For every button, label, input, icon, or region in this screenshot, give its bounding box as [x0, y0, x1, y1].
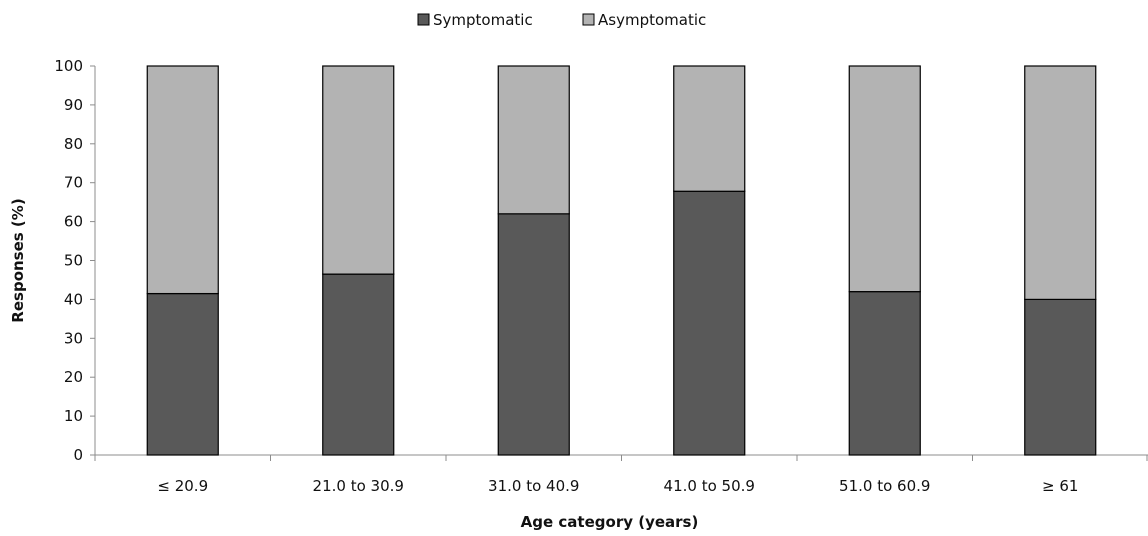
bar-asymptomatic-5 [1024, 65, 1097, 300]
bar-asymptomatic-0 [146, 65, 219, 295]
x-tick-label: 21.0 to 30.9 [313, 477, 404, 495]
y-tick-label: 70 [64, 174, 83, 192]
legend-swatch-symptomatic [417, 13, 430, 26]
legend-label-symptomatic: Symptomatic [433, 11, 533, 29]
bar-symptomatic-2 [497, 213, 570, 456]
y-tick-label: 100 [54, 57, 83, 75]
y-tick-label: 30 [64, 329, 83, 347]
x-tick-label: ≤ 20.9 [157, 477, 208, 495]
y-axis: 0 10 20 30 40 50 60 70 80 90 100 [54, 57, 96, 464]
x-tick-label: 51.0 to 60.9 [839, 477, 930, 495]
y-tick-label: 10 [64, 407, 83, 425]
x-tick-label: 41.0 to 50.9 [664, 477, 755, 495]
bar-symptomatic-5 [1024, 298, 1097, 456]
y-tick-label: 0 [73, 446, 83, 464]
bar-asymptomatic-3 [673, 65, 746, 192]
x-tick-label: ≥ 61 [1042, 477, 1078, 495]
y-axis-title: Responses (%) [9, 198, 27, 322]
legend-swatch-asymptomatic [582, 13, 595, 26]
bar-symptomatic-3 [673, 190, 746, 456]
legend-label-asymptomatic: Asymptomatic [598, 11, 706, 29]
bar-symptomatic-0 [146, 292, 219, 456]
bar-symptomatic-4 [848, 291, 921, 456]
bar-asymptomatic-4 [848, 65, 921, 293]
legend: Symptomatic Asymptomatic [417, 11, 706, 29]
y-tick-label: 80 [64, 135, 83, 153]
y-tick-label: 20 [64, 368, 83, 386]
bar-asymptomatic-1 [322, 65, 395, 275]
x-axis-title: Age category (years) [521, 513, 699, 531]
bar-symptomatic-1 [322, 273, 395, 456]
y-tick-label: 50 [64, 252, 83, 270]
y-tick-label: 60 [64, 213, 83, 231]
bar-asymptomatic-2 [497, 65, 570, 215]
y-tick-label: 40 [64, 290, 83, 308]
x-tick-label: 31.0 to 40.9 [488, 477, 579, 495]
x-axis: ≤ 20.9 21.0 to 30.9 31.0 to 40.9 41.0 to 50… [94, 454, 1148, 495]
y-tick-label: 90 [64, 96, 83, 114]
bars [146, 65, 1097, 456]
